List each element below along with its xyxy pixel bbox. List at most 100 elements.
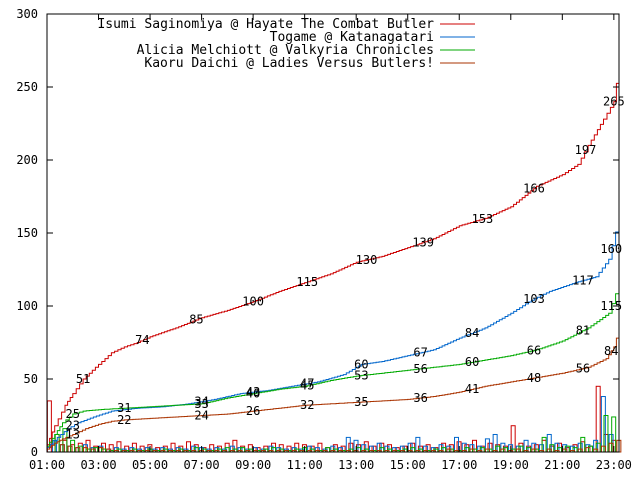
- hourly-bar: [291, 447, 297, 453]
- hourly-bar: [237, 447, 243, 453]
- x-tick-label: 23:00: [596, 458, 632, 472]
- hourly-bar: [201, 447, 207, 453]
- hourly-bar: [98, 447, 104, 453]
- series-line: [47, 329, 620, 450]
- hourly-bar: [441, 447, 447, 453]
- hourly-bar: [368, 445, 374, 453]
- hourly-bar: [379, 447, 385, 453]
- data-label: 160: [600, 242, 622, 256]
- data-label: 47: [300, 377, 314, 391]
- data-label: 84: [465, 326, 479, 340]
- hourly-bar: [93, 447, 99, 453]
- data-label: 66: [527, 343, 541, 357]
- data-label: 81: [576, 324, 590, 338]
- hourly-bar: [77, 445, 83, 453]
- hourly-bar: [526, 445, 532, 453]
- hourly-bar: [477, 445, 483, 453]
- data-label: 103: [523, 292, 545, 306]
- series-lines-layer: [47, 65, 620, 450]
- axis-layer: 0 50 100 150 200 250 300 01:00 03:00 05:00 07:00 09…: [16, 7, 632, 472]
- data-label: 67: [413, 346, 427, 360]
- x-tick-label: 07:00: [184, 458, 220, 472]
- data-label: 13: [66, 427, 80, 441]
- data-label: 32: [300, 398, 314, 412]
- hourly-bar: [193, 447, 199, 453]
- hourly-bar: [410, 447, 416, 453]
- hourly-bar: [85, 439, 91, 453]
- hourly-bar: [155, 447, 161, 453]
- hourly-bar: [160, 447, 166, 453]
- data-label: 130: [356, 253, 378, 267]
- hourly-bar: [83, 447, 89, 453]
- x-tick-label: 03:00: [80, 458, 116, 472]
- hourly-bar: [62, 439, 68, 453]
- hourly-bar: [59, 444, 65, 453]
- data-label: 48: [527, 371, 541, 385]
- data-label: 84: [604, 344, 618, 358]
- data-label: 26: [246, 404, 260, 418]
- data-label: 31: [117, 401, 131, 415]
- hourly-bar: [587, 445, 593, 453]
- data-label: 166: [523, 181, 545, 195]
- y-tick-label: 50: [24, 372, 38, 386]
- data-label: 100: [242, 295, 264, 309]
- data-label: 74: [135, 333, 149, 347]
- data-label: 51: [76, 372, 90, 386]
- hourly-bar: [392, 447, 398, 453]
- data-label: 33: [194, 397, 208, 411]
- hourly-bar: [52, 439, 58, 453]
- data-labels-layer: 51 74 85 100 115 130 139 153 166 197 265 23 34 43 47 60…: [66, 95, 625, 442]
- y-tick-label: 0: [31, 445, 38, 459]
- series-line: [47, 284, 620, 447]
- hourly-bar: [90, 447, 96, 453]
- legend-label: Isumi Saginomiya @ Hayate The Combat But…: [97, 17, 434, 32]
- hourly-bar: [240, 447, 246, 453]
- hourly-bar: [59, 444, 65, 453]
- legend: Isumi Saginomiya @ Hayate The Combat But…: [97, 17, 475, 71]
- hourly-bar: [600, 396, 606, 453]
- x-tick-label: 11:00: [287, 458, 323, 472]
- hourly-bar: [356, 447, 362, 453]
- data-label: 35: [354, 395, 368, 409]
- data-label: 25: [66, 407, 80, 421]
- hourly-bar: [345, 436, 351, 453]
- hourly-bar: [144, 447, 150, 453]
- hourly-bar: [577, 442, 583, 453]
- data-label: 139: [412, 235, 434, 249]
- data-label: 23: [66, 419, 80, 433]
- x-tick-label: 19:00: [493, 458, 529, 472]
- hourly-bar: [557, 447, 563, 453]
- hourly-bar: [453, 436, 459, 453]
- x-tick-label: 01:00: [29, 458, 65, 472]
- data-label: 115: [296, 275, 318, 289]
- series-line: [47, 65, 620, 446]
- hourly-bar: [464, 447, 470, 453]
- plot-frame: [46, 13, 620, 453]
- y-tick-label: 300: [16, 7, 38, 21]
- legend-label: Togame @ Katanagatari: [270, 30, 434, 45]
- x-tick-label: 17:00: [441, 458, 477, 472]
- hourly-bar: [588, 445, 594, 453]
- hourly-bar: [502, 447, 508, 453]
- data-label: 22: [117, 413, 131, 427]
- hourly-bar: [214, 447, 220, 453]
- data-label: 53: [354, 368, 368, 382]
- hourly-bar: [325, 447, 331, 453]
- hourly-bar: [484, 438, 490, 453]
- y-tick-label: 200: [16, 153, 38, 167]
- hourly-bar: [240, 445, 246, 453]
- hourly-bar: [75, 447, 81, 453]
- hourly-bar: [510, 425, 516, 453]
- hourly-bar: [113, 447, 119, 453]
- data-label: 153: [472, 212, 494, 226]
- x-tick-label: 09:00: [235, 458, 271, 472]
- hourly-bar: [595, 442, 601, 453]
- hourly-bar: [564, 447, 570, 453]
- hourly-bar: [572, 447, 578, 453]
- legend-label: Alicia Melchiott @ Valkyria Chronicles: [137, 43, 434, 58]
- hourly-bar: [75, 447, 81, 453]
- data-label: 43: [246, 385, 260, 399]
- data-label: 60: [465, 355, 479, 369]
